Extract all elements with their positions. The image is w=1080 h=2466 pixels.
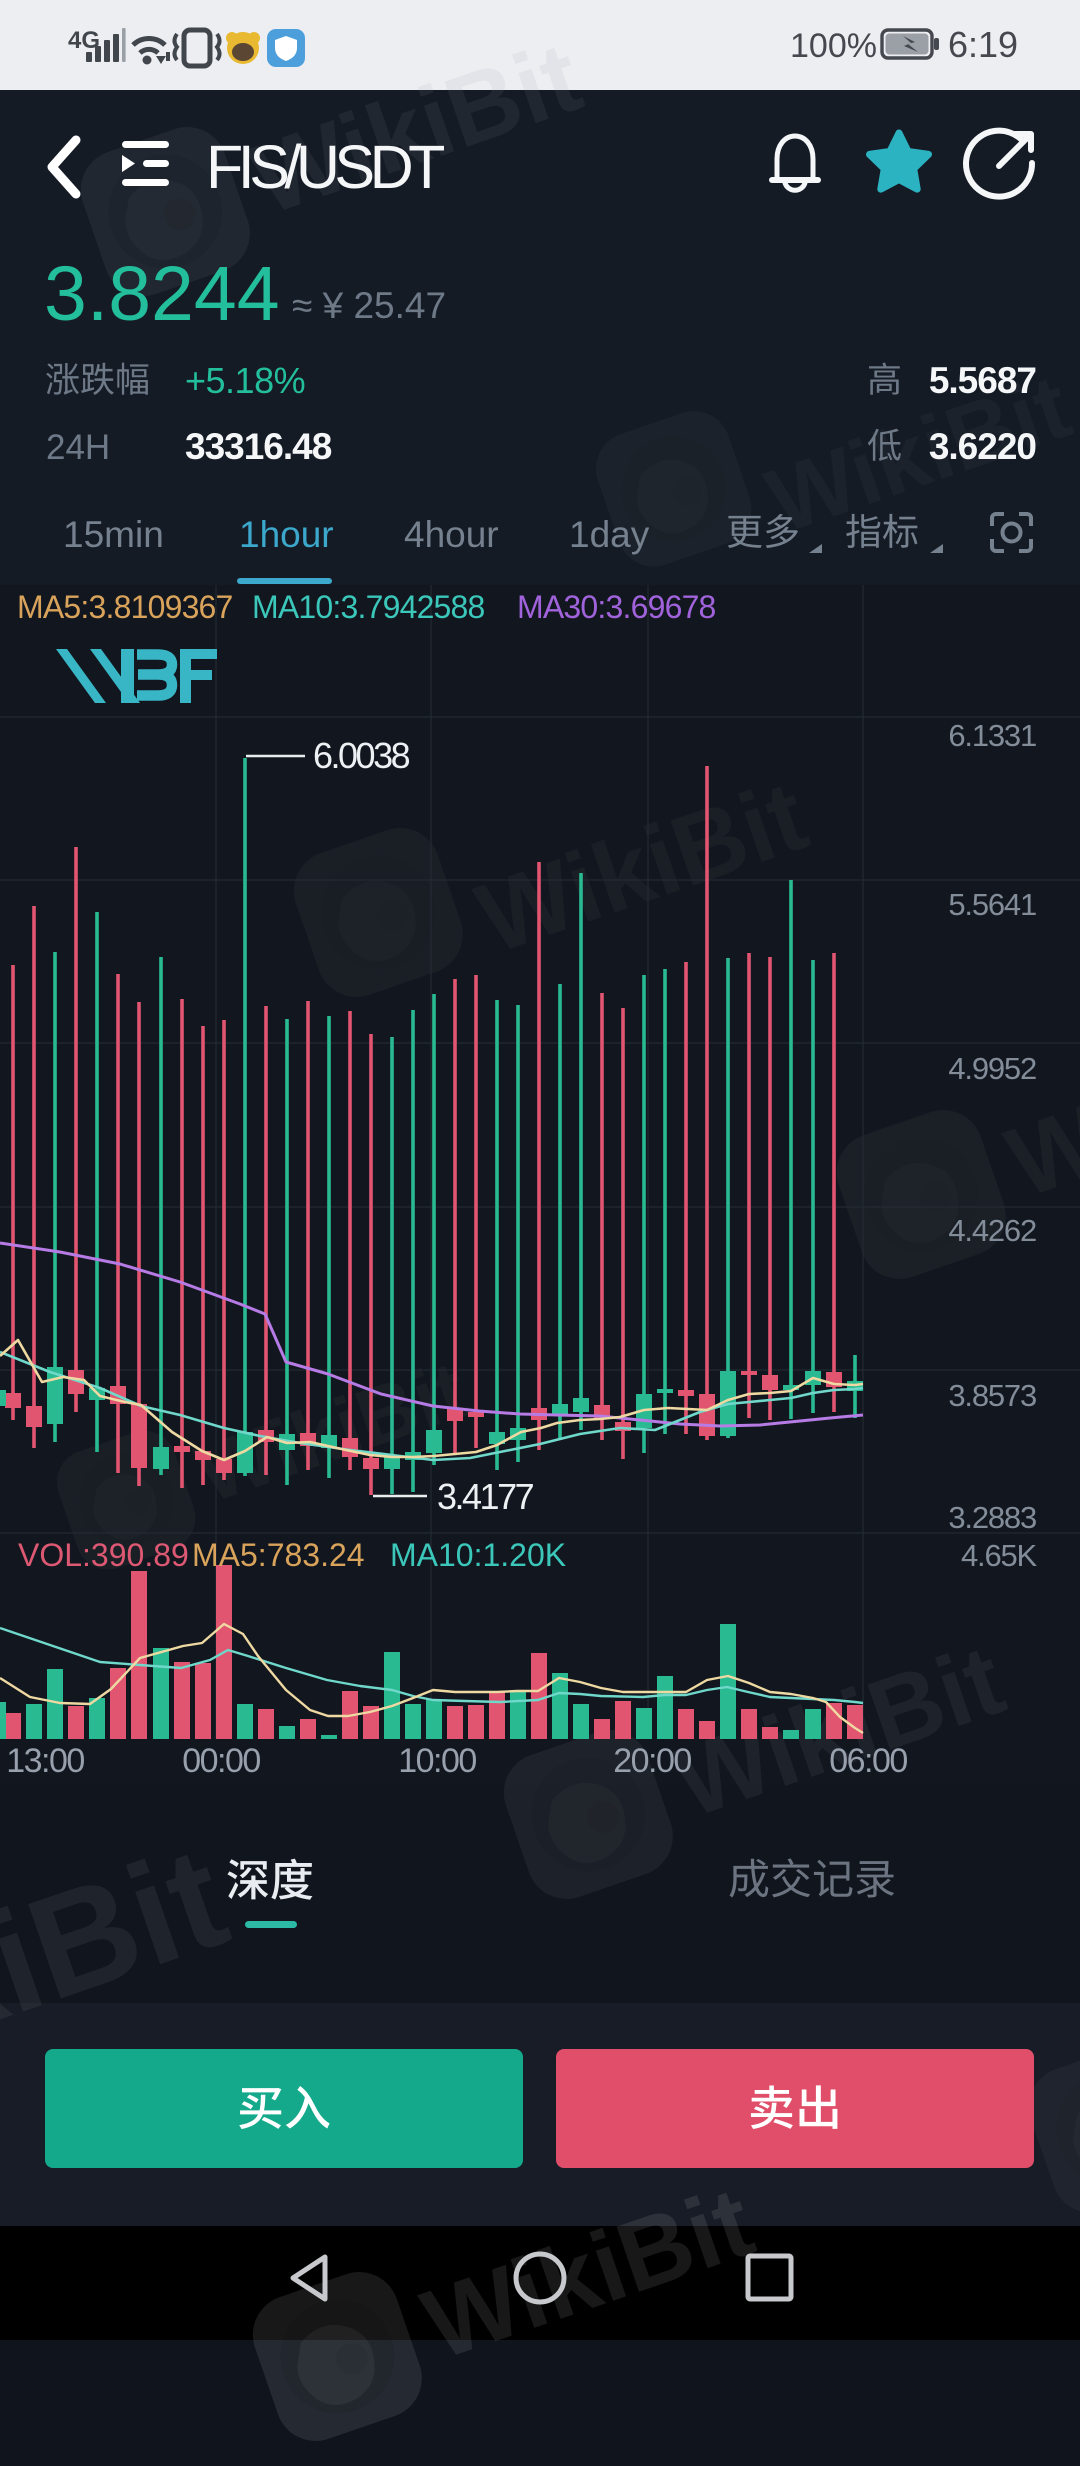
svg-text:MA10:3.7942588: MA10:3.7942588	[252, 589, 485, 625]
svg-text:10:00: 10:00	[398, 1742, 476, 1780]
svg-text:MA5:3.8109367: MA5:3.8109367	[17, 589, 233, 625]
svg-text:6.1331: 6.1331	[948, 718, 1036, 753]
svg-text:+5.18%: +5.18%	[185, 360, 305, 401]
svg-text:4.9952: 4.9952	[948, 1051, 1036, 1086]
svg-text:6:19: 6:19	[948, 24, 1018, 65]
svg-text:6.0038: 6.0038	[313, 735, 410, 776]
svg-text:1day: 1day	[569, 514, 650, 555]
svg-text:3.8244: 3.8244	[44, 251, 280, 337]
svg-text:00:00: 00:00	[182, 1742, 260, 1780]
svg-text:3.4177: 3.4177	[437, 1476, 534, 1517]
svg-text:5.5687: 5.5687	[929, 360, 1036, 401]
svg-text:24H: 24H	[46, 428, 110, 467]
svg-text:4G: 4G	[68, 27, 100, 54]
svg-text:MA5:783.24: MA5:783.24	[192, 1537, 365, 1573]
svg-text:13:00: 13:00	[6, 1742, 84, 1780]
svg-text:4.4262: 4.4262	[948, 1213, 1036, 1248]
svg-text:33316.48: 33316.48	[185, 426, 332, 467]
svg-text:4.65K: 4.65K	[961, 1538, 1038, 1573]
svg-text:1hour: 1hour	[239, 514, 334, 555]
svg-text:20:00: 20:00	[613, 1742, 691, 1780]
svg-text:100%: 100%	[790, 27, 877, 65]
svg-text:VOL:390.89: VOL:390.89	[18, 1537, 189, 1573]
svg-text:5.5641: 5.5641	[948, 887, 1036, 922]
svg-text:06:00: 06:00	[829, 1742, 907, 1780]
svg-text:3.8573: 3.8573	[948, 1378, 1036, 1413]
svg-text:15min: 15min	[63, 514, 164, 555]
svg-text:MA10:1.20K: MA10:1.20K	[390, 1537, 566, 1573]
svg-text:MA30:3.69678: MA30:3.69678	[517, 589, 716, 625]
svg-text:≈ ¥ 25.47: ≈ ¥ 25.47	[292, 285, 446, 326]
svg-text:3.2883: 3.2883	[948, 1500, 1036, 1535]
svg-text:FIS/USDT: FIS/USDT	[206, 133, 444, 201]
svg-text:4hour: 4hour	[404, 514, 499, 555]
svg-text:3.6220: 3.6220	[929, 426, 1037, 467]
